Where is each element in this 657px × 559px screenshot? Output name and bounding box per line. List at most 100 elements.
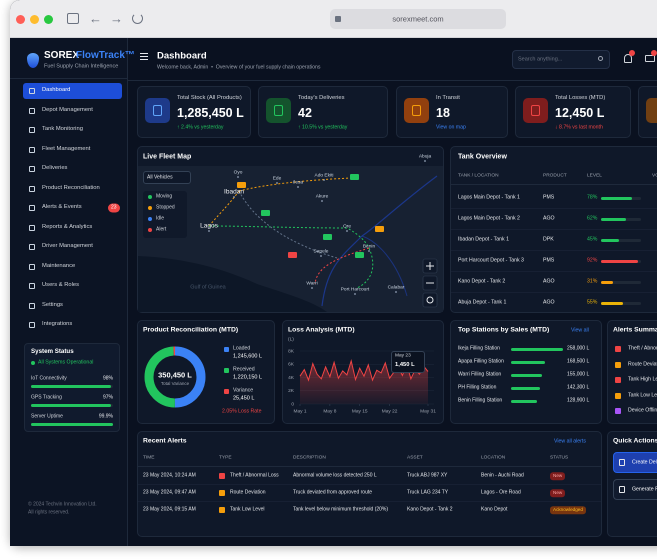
station-value: 155,000 L [567,371,590,378]
kpi-value: 1,285,450 L [177,105,244,120]
station-name: PH Filling Station [458,384,497,391]
reload-button[interactable] [132,13,143,24]
status-label: IoT Connectivity [31,375,67,382]
truck-marker [355,252,364,258]
donut-segment [144,346,206,408]
kpi-label: Today's Deliveries [298,95,345,102]
place-dot [208,230,210,232]
column-header: LEVEL [587,173,602,179]
map-filter[interactable] [143,171,191,184]
panel-title: Loss Analysis (MTD) [288,326,355,334]
bell-icon[interactable] [624,54,632,63]
header-divider [128,80,657,81]
alert-type-icon [615,392,621,399]
place-dot [424,160,426,162]
nav-item[interactable]: Deliveries [42,165,68,172]
map-route [314,247,370,285]
forward-button[interactable]: → [110,10,123,26]
map-title: Live Fleet Map [143,153,192,161]
panel-link[interactable]: View all alerts [554,438,586,445]
tank-product: AGO [543,299,555,306]
status-value: 98% [102,375,113,382]
alert-type: Device Offline [628,407,657,414]
close-button[interactable] [16,15,25,24]
station-name: Ikeja Filling Station [458,345,500,352]
alert-cell: Theft / Abnormal Loss [230,472,279,479]
minimize-button[interactable] [30,15,39,24]
tank-product: PMS [543,194,555,201]
nav-item[interactable]: Alerts & Events [42,204,82,211]
nav-active [23,83,122,99]
nav-item[interactable]: Depot Management [42,106,93,113]
kpi-icon-glyph [153,105,162,116]
nav-item[interactable]: Users & Roles [42,282,80,289]
nav-item[interactable]: Tank Monitoring [42,126,83,133]
station-value: 168,500 L [567,358,590,365]
maximize-button[interactable] [44,15,53,24]
kpi-icon [523,98,548,123]
nav-item[interactable]: Driver Management [42,243,93,250]
nav-item[interactable]: Reports & Analytics [42,223,93,230]
tank-name: Ibadan Depot - Tank 1 [458,236,509,243]
place-dot [237,176,239,178]
kpi-delta[interactable]: View on map [436,124,466,131]
legend-value: 1,220,150 L [233,374,263,381]
legend-label: Stopped [156,204,175,211]
legend-name: Received [233,366,255,373]
column-header: DESCRIPTION [293,455,326,461]
alert-type: Tank Low Level [628,391,657,398]
nav-item[interactable]: Fleet Management [42,145,91,152]
nav-item[interactable]: Product Reconciliation [42,184,100,191]
nav-item[interactable]: Maintenance [42,262,76,269]
back-button[interactable]: ← [89,10,102,26]
kpi-delta: ↑ 2.4% vs yesterday [177,124,224,131]
place-dot [368,250,370,252]
action-button[interactable] [613,452,657,473]
alert-cell: 23 May 2024, 09:47 AM [143,489,196,496]
place-label: Benin [363,243,376,249]
alert-icon [219,473,225,479]
sidebar-toggle[interactable] [67,13,79,24]
tank-level-label: 62% [587,215,598,222]
level-bar [601,196,633,200]
action-label[interactable]: Create Delivery [632,458,657,465]
donut-chart [144,346,206,408]
tank-name: Port Harcourt Depot - Tank 3 [458,257,524,264]
menu-icon[interactable] [140,53,148,55]
place-label: Akure [316,193,329,199]
nav-icon [29,263,35,270]
tank-name: Kano Depot - Tank 2 [458,278,506,285]
alert-type-icon [615,346,621,352]
level-bar [601,259,638,263]
search-icon [598,56,603,61]
panel-title: Tank Overview [458,153,507,161]
kpi-icon [646,98,657,123]
nav-item[interactable]: Settings [42,301,63,308]
kpi-delta: ↑ 10.5% vs yesterday [298,124,348,131]
search-box[interactable] [512,50,610,69]
station-name: Apapa Filling Station [458,358,504,365]
status-bar [31,423,113,426]
column-header: STATUS [550,455,569,461]
kpi-label: Total Stock (All Products) [177,95,242,102]
station-value: 258,000 L [567,345,590,352]
legend-label: Alert [156,226,167,233]
search-placeholder: Search anything... [518,56,563,63]
place-label: Sapele [314,248,329,254]
nav-item[interactable]: Dashboard [42,87,71,94]
alert-icon [219,507,225,513]
map-filter-label: All Vehicles [147,174,173,181]
mail-icon[interactable] [645,55,655,62]
action-icon [619,459,625,466]
nav-icon [29,322,35,328]
footer-text: © 2024 Techvin Innovation Ltd. [28,501,97,508]
alert-type-icon [615,377,621,383]
action-button[interactable] [613,479,657,500]
address-bar[interactable] [330,9,506,29]
action-label[interactable]: Generate Report [632,485,657,492]
nav-item[interactable]: Integrations [42,321,73,328]
panel-link[interactable]: View all [571,327,589,334]
alert-cell: Truck deviated from approved route [293,489,373,496]
tank-product: AGO [543,278,555,285]
alert-cell: Abnormal volume loss detected 250 L [293,472,377,479]
